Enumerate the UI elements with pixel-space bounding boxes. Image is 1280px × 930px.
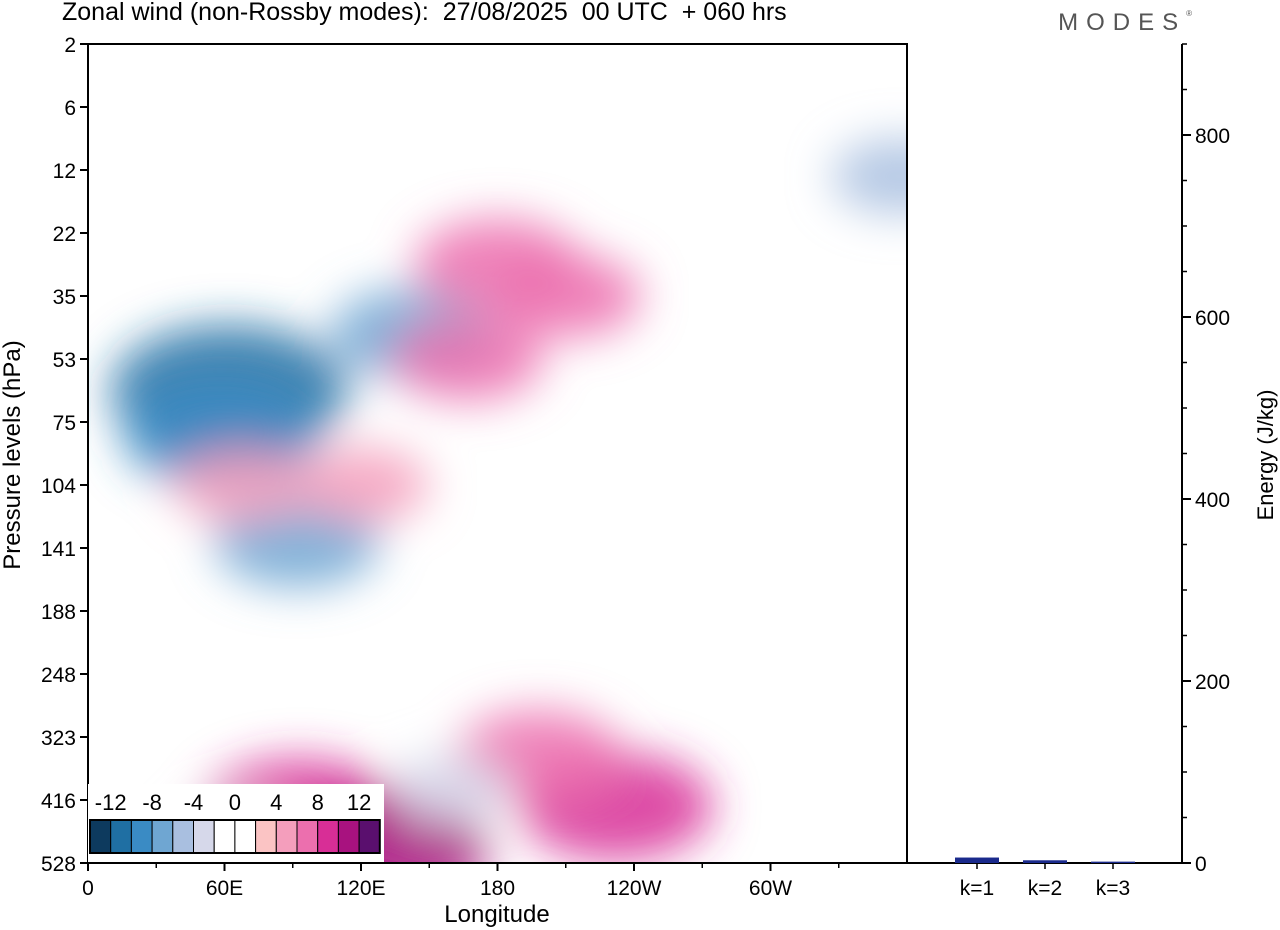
energy-bar: [1023, 860, 1067, 863]
logo-text: MODES: [1058, 9, 1187, 36]
colorbar-cell: [89, 819, 112, 854]
energy-tick-label: 400: [1195, 489, 1230, 512]
contour-region: [174, 447, 312, 523]
energy-category-label: k=3: [1096, 877, 1130, 900]
colorbar-tick-label: -4: [184, 790, 204, 815]
colorbar-cell: [296, 819, 319, 854]
contour-region: [292, 447, 430, 523]
energy-tick-label: 200: [1195, 671, 1230, 694]
colorbar-tick-label: -8: [142, 790, 162, 815]
colorbar-tick-label: 4: [270, 790, 282, 815]
y-axis: 2 6 12 22 35 53 75 104 141 188 248 323 416 528: [41, 34, 88, 876]
colorbar-tick-label: 12: [347, 790, 371, 815]
colorbar-cell: [193, 819, 215, 854]
colorbar-cell: [213, 819, 236, 854]
colorbar-cells: [89, 819, 381, 854]
y-tick-label: 528: [41, 853, 76, 876]
energy-bar: [1091, 861, 1135, 863]
contour-regions: [110, 138, 907, 863]
energy-tick-label: 0: [1195, 853, 1207, 876]
contour-region: [390, 753, 514, 822]
colorbar: -12 -8 -4 0 4 8 12: [88, 784, 384, 862]
colorbar-frame: [89, 819, 381, 854]
y-tick-label: 35: [53, 286, 76, 309]
y-tick-label: 12: [53, 160, 76, 183]
colorbar-cell: [255, 819, 277, 854]
x-tick-label: 180: [480, 877, 515, 900]
y-tick-label: 104: [41, 475, 76, 498]
x-tick-label: 60E: [206, 877, 243, 900]
x-tick-label: 120W: [607, 877, 662, 900]
y-tick-label: 2: [64, 34, 76, 57]
y-tick-label: 416: [41, 790, 76, 813]
energy-category-label: k=2: [1028, 877, 1062, 900]
colorbar-tick-label: 0: [229, 790, 241, 815]
colorbar-cell: [358, 819, 381, 854]
energy-panel: k=1 k=2 k=3 0 200 400 600 800 Energy (J/kg): [906, 43, 1278, 900]
modes-logo: MODES®: [1058, 9, 1192, 37]
energy-axis-label: Energy (J/kg): [1253, 390, 1278, 521]
logo-mark: ®: [1186, 9, 1192, 18]
x-axis-label: Longitude: [444, 901, 549, 928]
y-tick-label: 75: [53, 412, 76, 435]
energy-category-label: k=1: [960, 877, 994, 900]
y-tick-label: 188: [41, 601, 76, 624]
colorbar-cell: [172, 819, 195, 854]
y-tick-label: 53: [53, 349, 76, 372]
y-axis-label: Pressure levels (hPa): [0, 340, 26, 569]
y-tick-label: 22: [53, 223, 76, 246]
x-tick-label: 60W: [749, 877, 792, 900]
x-tick-label: 0: [82, 877, 94, 900]
colorbar-cell: [130, 819, 153, 854]
contour-field: [110, 138, 907, 863]
colorbar-cell: [317, 819, 339, 854]
contour-region: [392, 317, 544, 401]
colorbar-labels: -12 -8 -4 0 4 8 12: [95, 790, 372, 815]
contour-region: [490, 254, 642, 338]
chart-title: Zonal wind (non-Rossby modes): 27/08/202…: [62, 0, 787, 26]
heatmap-plot: 0 60E 120E 180 120W 60W 2 6 12 22 35 53 75 104 141 188…: [0, 34, 908, 928]
x-tick-label: 120E: [336, 877, 385, 900]
colorbar-cell: [337, 819, 360, 854]
y-tick-label: 6: [64, 97, 76, 120]
colorbar-cell: [275, 819, 298, 854]
colorbar-cell: [110, 819, 132, 854]
y-tick-label: 248: [41, 664, 76, 687]
contour-region: [831, 138, 907, 215]
y-tick-label: 323: [41, 727, 76, 750]
energy-tick-label: 600: [1195, 307, 1230, 330]
colorbar-cell: [151, 819, 174, 854]
energy-bar: [955, 857, 999, 863]
y-tick-label: 141: [41, 538, 76, 561]
colorbar-cell: [234, 819, 257, 854]
energy-bars: k=1 k=2 k=3: [955, 857, 1135, 900]
colorbar-tick-label: 8: [312, 790, 324, 815]
colorbar-tick-label: -12: [95, 790, 127, 815]
energy-axis: 0 200 400 600 800: [1182, 43, 1230, 876]
x-axis: 0 60E 120E 180 120W 60W: [82, 863, 840, 900]
energy-tick-label: 800: [1195, 125, 1230, 148]
